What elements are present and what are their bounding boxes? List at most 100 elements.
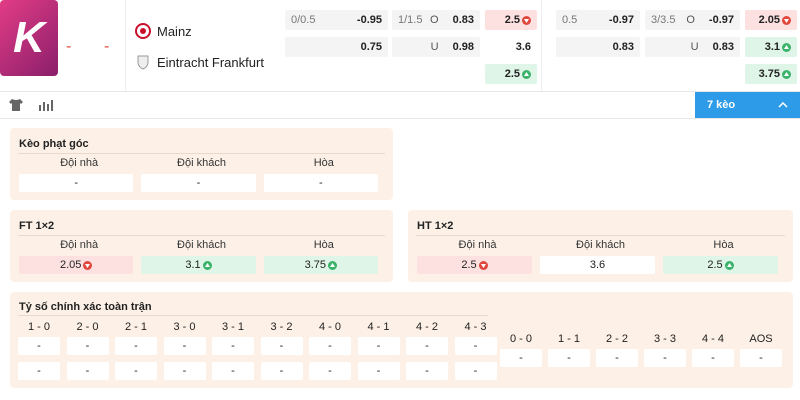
odds-box[interactable]: - <box>115 362 157 380</box>
more-button[interactable]: 7 kèo <box>695 92 800 118</box>
odds-box[interactable]: - <box>454 337 497 355</box>
trend-arrow <box>782 15 791 25</box>
odds-box[interactable]: - <box>66 337 109 355</box>
column-label: Hòa <box>713 239 734 251</box>
score-label: 2 - 0 <box>76 321 99 333</box>
odds-value: - <box>231 365 235 377</box>
odds-box[interactable]: - <box>163 337 206 355</box>
toolbar-divider <box>0 118 800 119</box>
odds-box[interactable]: - <box>406 337 448 355</box>
trend-arrow <box>83 260 93 270</box>
odds-box[interactable]: - <box>406 362 448 380</box>
trend-arrow <box>202 260 212 270</box>
odds-value: - <box>473 340 478 352</box>
odds-box[interactable]: - <box>548 349 590 367</box>
odds-box[interactable]: - <box>66 362 109 380</box>
odds-value: - <box>318 177 323 189</box>
column-label: Đội khách <box>177 239 226 251</box>
odds-value: - <box>279 365 284 377</box>
odds-value: 0.83 <box>712 41 734 53</box>
odds-cell[interactable]: 3.6 <box>485 37 537 57</box>
odds-value: - <box>134 340 138 352</box>
odds-value: - <box>425 340 429 352</box>
column-label: Hòa <box>313 239 334 251</box>
odds-box[interactable]: - <box>18 362 60 380</box>
odds-box[interactable]: - <box>454 362 497 380</box>
trend-arrow <box>782 42 791 52</box>
odds-value: - <box>663 352 667 364</box>
logo[interactable]: K <box>0 0 58 76</box>
odds-box[interactable]: - <box>260 362 303 380</box>
odds-box[interactable]: - <box>141 174 256 192</box>
column-label: Hòa <box>313 157 334 169</box>
odds-cell[interactable]: 0/0.5 -0.95 <box>285 10 388 30</box>
odds-box[interactable]: - <box>596 349 638 367</box>
score-label: 3 - 0 <box>173 321 196 333</box>
away-team[interactable]: Eintracht Frankfurt <box>157 55 264 70</box>
odds-cell[interactable]: 1/1.5 O 0.83 <box>392 10 480 30</box>
panel-title: HT 1×2 <box>417 220 454 232</box>
odds-box[interactable]: - <box>692 349 734 367</box>
odds-box[interactable]: - <box>500 349 542 367</box>
trend-arrow <box>522 69 531 79</box>
panel: FT 1×2 Đội nhà Đội khách Hòa 2.05 3.1 3.75 <box>10 210 393 282</box>
odds-box[interactable]: 3.75 <box>263 256 378 274</box>
column-label: Đội nhà <box>60 239 99 251</box>
odds-cell[interactable]: 2.5 <box>485 10 537 30</box>
odds-box[interactable]: - <box>644 349 686 367</box>
odds-box[interactable]: 2.05 <box>19 256 134 274</box>
odds-cell[interactable]: U 0.83 <box>645 37 740 57</box>
shirt-icon[interactable] <box>8 98 24 112</box>
odds-box[interactable]: - <box>309 362 351 380</box>
odds-value: - <box>759 352 763 364</box>
score-label: 2 - 2 <box>605 333 628 345</box>
home-team[interactable]: Mainz <box>157 24 192 39</box>
odds-box[interactable]: 2.5 <box>417 256 532 274</box>
odds-cell[interactable]: 2.5 <box>485 64 537 84</box>
odds-cell[interactable]: 3.75 <box>745 64 797 84</box>
ou-label: O <box>430 14 439 26</box>
score-label: 3 - 3 <box>653 333 676 345</box>
score-label: AOS <box>749 333 773 345</box>
odds-box[interactable]: - <box>357 337 400 355</box>
odds-box[interactable]: - <box>740 349 782 367</box>
odds-box[interactable]: - <box>212 362 254 380</box>
odds-cell[interactable]: 0.5 -0.97 <box>556 10 640 30</box>
odds-cell[interactable]: 0.75 <box>285 37 388 57</box>
odds-cell[interactable]: 0.83 <box>556 37 640 57</box>
odds-box[interactable]: - <box>357 362 400 380</box>
logo-text: K <box>13 13 45 62</box>
odds-value: - <box>182 340 187 352</box>
top-divider <box>0 91 800 92</box>
stats-icon[interactable] <box>38 98 54 112</box>
odds-box[interactable]: 3.6 <box>540 256 655 274</box>
odds-value: 3.6 <box>589 259 606 271</box>
odds-value: - <box>74 177 78 189</box>
trend-arrow <box>782 69 791 79</box>
odds-value: -0.97 <box>708 14 734 26</box>
odds-cell[interactable]: 3/3.5 O -0.97 <box>645 10 740 30</box>
odds-box[interactable]: - <box>309 337 351 355</box>
score-label: 1 - 1 <box>557 333 580 345</box>
odds-box[interactable]: 3.1 <box>141 256 256 274</box>
odds-box[interactable]: - <box>263 174 378 192</box>
odds-box[interactable]: - <box>163 362 206 380</box>
odds-value: - <box>376 365 381 377</box>
odds-cell[interactable]: 2.05 <box>745 10 797 30</box>
score-label: 4 - 3 <box>464 321 487 333</box>
odds-value: - <box>328 340 332 352</box>
column-label: Đội khách <box>177 157 226 169</box>
odds-box[interactable]: 2.5 <box>663 256 778 274</box>
odds-cell[interactable]: 3.1 <box>745 37 797 57</box>
column-label: Đội khách <box>576 239 625 251</box>
odds-box[interactable]: - <box>260 337 303 355</box>
odds-box[interactable]: - <box>212 337 254 355</box>
title-rule <box>416 235 785 236</box>
column-label: Đội nhà <box>60 157 99 169</box>
odds-cell[interactable]: U 0.98 <box>392 37 480 57</box>
title-rule <box>18 235 385 236</box>
odds-box[interactable]: - <box>115 337 157 355</box>
odds-box[interactable]: - <box>19 174 134 192</box>
odds-box[interactable]: - <box>18 337 60 355</box>
